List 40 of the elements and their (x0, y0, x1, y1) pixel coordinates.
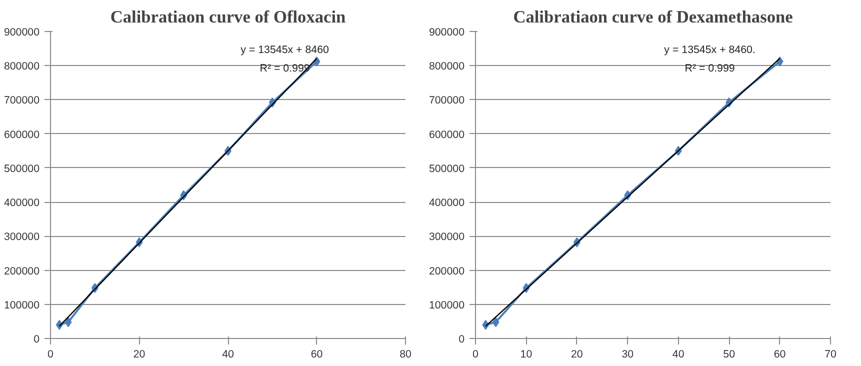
y-tick-label: 400000 (428, 197, 465, 210)
y-tick-label: 900000 (4, 26, 40, 38)
y-tick-label: 200000 (428, 265, 465, 278)
y-tick-label: 300000 (4, 231, 40, 244)
y-tick-label: 600000 (4, 128, 40, 141)
x-tick-label: 60 (774, 348, 786, 360)
x-tick-label: 20 (571, 348, 583, 360)
annotation: R² = 0.999 (684, 62, 735, 74)
y-tick-label: 400000 (4, 197, 40, 210)
chart-title: Calibratiaon curve of Ofloxacin (110, 8, 346, 26)
x-tick-label: 70 (824, 348, 836, 360)
x-tick-label: 30 (622, 348, 634, 360)
y-tick-label: 100000 (428, 299, 465, 312)
y-tick-label: 800000 (4, 60, 40, 73)
x-tick-label: 10 (520, 348, 532, 360)
x-tick-label: 40 (672, 348, 684, 360)
x-tick-label: 40 (222, 348, 234, 360)
x-tick-label: 20 (133, 348, 146, 360)
y-tick-label: 900000 (428, 26, 465, 38)
y-tick-label: 700000 (4, 94, 40, 107)
y-tick-label: 600000 (428, 128, 465, 141)
y-tick-label: 500000 (4, 162, 40, 175)
x-tick-label: 80 (400, 348, 412, 360)
y-tick-label: 0 (34, 334, 40, 346)
y-tick-label: 200000 (4, 265, 40, 278)
x-tick-label: 60 (310, 348, 323, 360)
x-tick-label: 50 (723, 348, 736, 360)
annotation: y = 13545x + 8460 (240, 44, 330, 56)
y-tick-label: 700000 (428, 94, 465, 107)
y-tick-label: 100000 (4, 299, 40, 312)
x-tick-label: 0 (48, 348, 54, 360)
annotation: y = 13545x + 8460. (664, 44, 756, 56)
y-tick-label: 0 (458, 334, 465, 346)
point (64, 317, 72, 328)
x-tick-label: 0 (472, 348, 479, 360)
y-tick-label: 300000 (428, 231, 465, 244)
point (492, 317, 500, 328)
chart-title: Calibratiaon curve of Dexamethasone (513, 8, 794, 26)
y-tick-label: 800000 (428, 60, 465, 73)
y-tick-label: 500000 (428, 162, 465, 175)
